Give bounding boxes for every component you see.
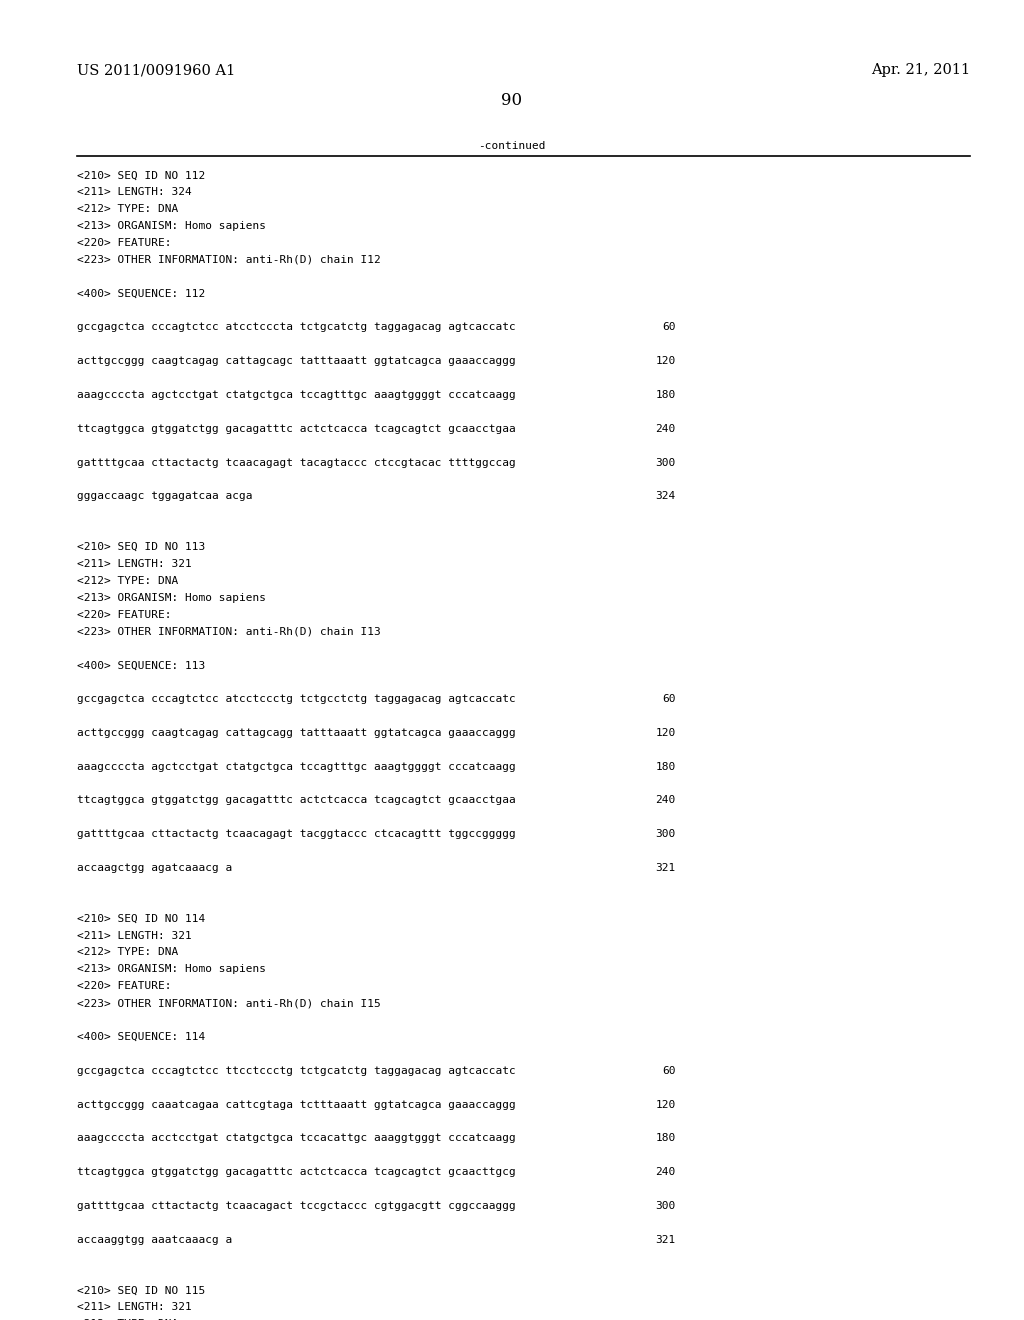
Text: <220> FEATURE:: <220> FEATURE: bbox=[77, 981, 171, 991]
Text: <223> OTHER INFORMATION: anti-Rh(D) chain I15: <223> OTHER INFORMATION: anti-Rh(D) chai… bbox=[77, 998, 381, 1008]
Text: 120: 120 bbox=[655, 356, 676, 366]
Text: accaaggtgg aaatcaaacg a: accaaggtgg aaatcaaacg a bbox=[77, 1234, 232, 1245]
Text: ttcagtggca gtggatctgg gacagatttc actctcacca tcagcagtct gcaacttgcg: ttcagtggca gtggatctgg gacagatttc actctca… bbox=[77, 1167, 515, 1177]
Text: ttcagtggca gtggatctgg gacagatttc actctcacca tcagcagtct gcaacctgaa: ttcagtggca gtggatctgg gacagatttc actctca… bbox=[77, 796, 515, 805]
Text: 324: 324 bbox=[655, 491, 676, 502]
Text: 321: 321 bbox=[655, 1234, 676, 1245]
Text: 90: 90 bbox=[502, 92, 522, 110]
Text: <213> ORGANISM: Homo sapiens: <213> ORGANISM: Homo sapiens bbox=[77, 593, 266, 603]
Text: gccgagctca cccagtctcc ttcctccctg tctgcatctg taggagacag agtcaccatc: gccgagctca cccagtctcc ttcctccctg tctgcat… bbox=[77, 1065, 515, 1076]
Text: acttgccggg caaatcagaa cattcgtaga tctttaaatt ggtatcagca gaaaccaggg: acttgccggg caaatcagaa cattcgtaga tctttaa… bbox=[77, 1100, 515, 1110]
Text: <211> LENGTH: 324: <211> LENGTH: 324 bbox=[77, 187, 191, 197]
Text: acttgccggg caagtcagag cattagcagc tatttaaatt ggtatcagca gaaaccaggg: acttgccggg caagtcagag cattagcagc tatttaa… bbox=[77, 356, 515, 366]
Text: 240: 240 bbox=[655, 424, 676, 434]
Text: <400> SEQUENCE: 112: <400> SEQUENCE: 112 bbox=[77, 289, 205, 298]
Text: <210> SEQ ID NO 114: <210> SEQ ID NO 114 bbox=[77, 913, 205, 924]
Text: <213> ORGANISM: Homo sapiens: <213> ORGANISM: Homo sapiens bbox=[77, 220, 266, 231]
Text: 240: 240 bbox=[655, 796, 676, 805]
Text: gccgagctca cccagtctcc atcctccctg tctgcctctg taggagacag agtcaccatc: gccgagctca cccagtctcc atcctccctg tctgcct… bbox=[77, 694, 515, 704]
Text: <211> LENGTH: 321: <211> LENGTH: 321 bbox=[77, 931, 191, 941]
Text: 120: 120 bbox=[655, 727, 676, 738]
Text: <400> SEQUENCE: 113: <400> SEQUENCE: 113 bbox=[77, 660, 205, 671]
Text: acttgccggg caagtcagag cattagcagg tatttaaatt ggtatcagca gaaaccaggg: acttgccggg caagtcagag cattagcagg tatttaa… bbox=[77, 727, 515, 738]
Text: gggaccaagc tggagatcaa acga: gggaccaagc tggagatcaa acga bbox=[77, 491, 252, 502]
Text: aaagccccta acctcctgat ctatgctgca tccacattgc aaaggtgggt cccatcaagg: aaagccccta acctcctgat ctatgctgca tccacat… bbox=[77, 1134, 515, 1143]
Text: accaagctgg agatcaaacg a: accaagctgg agatcaaacg a bbox=[77, 863, 232, 873]
Text: 300: 300 bbox=[655, 1201, 676, 1210]
Text: <212> TYPE: DNA: <212> TYPE: DNA bbox=[77, 948, 178, 957]
Text: 240: 240 bbox=[655, 1167, 676, 1177]
Text: 180: 180 bbox=[655, 762, 676, 772]
Text: Apr. 21, 2011: Apr. 21, 2011 bbox=[870, 63, 970, 78]
Text: 60: 60 bbox=[663, 694, 676, 704]
Text: 321: 321 bbox=[655, 863, 676, 873]
Text: <211> LENGTH: 321: <211> LENGTH: 321 bbox=[77, 558, 191, 569]
Text: gattttgcaa cttactactg tcaacagagt tacagtaccc ctccgtacac ttttggccag: gattttgcaa cttactactg tcaacagagt tacagta… bbox=[77, 458, 515, 467]
Text: <220> FEATURE:: <220> FEATURE: bbox=[77, 238, 171, 248]
Text: 180: 180 bbox=[655, 1134, 676, 1143]
Text: <223> OTHER INFORMATION: anti-Rh(D) chain I13: <223> OTHER INFORMATION: anti-Rh(D) chai… bbox=[77, 627, 381, 636]
Text: 120: 120 bbox=[655, 1100, 676, 1110]
Text: gccgagctca cccagtctcc atcctcccta tctgcatctg taggagacag agtcaccatc: gccgagctca cccagtctcc atcctcccta tctgcat… bbox=[77, 322, 515, 333]
Text: -continued: -continued bbox=[478, 141, 546, 152]
Text: <213> ORGANISM: Homo sapiens: <213> ORGANISM: Homo sapiens bbox=[77, 965, 266, 974]
Text: gattttgcaa cttactactg tcaacagact tccgctaccc cgtggacgtt cggccaaggg: gattttgcaa cttactactg tcaacagact tccgcta… bbox=[77, 1201, 515, 1210]
Text: <210> SEQ ID NO 112: <210> SEQ ID NO 112 bbox=[77, 170, 205, 181]
Text: aaagccccta agctcctgat ctatgctgca tccagtttgc aaagtggggt cccatcaagg: aaagccccta agctcctgat ctatgctgca tccagtt… bbox=[77, 389, 515, 400]
Text: <400> SEQUENCE: 114: <400> SEQUENCE: 114 bbox=[77, 1032, 205, 1041]
Text: ttcagtggca gtggatctgg gacagatttc actctcacca tcagcagtct gcaacctgaa: ttcagtggca gtggatctgg gacagatttc actctca… bbox=[77, 424, 515, 434]
Text: <210> SEQ ID NO 115: <210> SEQ ID NO 115 bbox=[77, 1286, 205, 1295]
Text: 300: 300 bbox=[655, 458, 676, 467]
Text: <220> FEATURE:: <220> FEATURE: bbox=[77, 610, 171, 619]
Text: aaagccccta agctcctgat ctatgctgca tccagtttgc aaagtggggt cccatcaagg: aaagccccta agctcctgat ctatgctgca tccagtt… bbox=[77, 762, 515, 772]
Text: <210> SEQ ID NO 113: <210> SEQ ID NO 113 bbox=[77, 543, 205, 552]
Text: <211> LENGTH: 321: <211> LENGTH: 321 bbox=[77, 1303, 191, 1312]
Text: 300: 300 bbox=[655, 829, 676, 840]
Text: 180: 180 bbox=[655, 389, 676, 400]
Text: <223> OTHER INFORMATION: anti-Rh(D) chain I12: <223> OTHER INFORMATION: anti-Rh(D) chai… bbox=[77, 255, 381, 265]
Text: US 2011/0091960 A1: US 2011/0091960 A1 bbox=[77, 63, 236, 78]
Text: <212> TYPE: DNA: <212> TYPE: DNA bbox=[77, 576, 178, 586]
Text: gattttgcaa cttactactg tcaacagagt tacggtaccc ctcacagttt tggccggggg: gattttgcaa cttactactg tcaacagagt tacggta… bbox=[77, 829, 515, 840]
Text: 60: 60 bbox=[663, 1065, 676, 1076]
Text: 60: 60 bbox=[663, 322, 676, 333]
Text: <212> TYPE: DNA: <212> TYPE: DNA bbox=[77, 205, 178, 214]
